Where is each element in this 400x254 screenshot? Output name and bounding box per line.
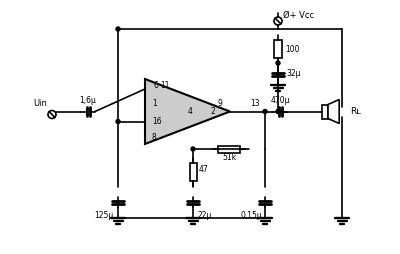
Text: 1,6μ: 1,6μ [80,96,96,105]
Text: 100: 100 [285,44,300,54]
Text: 32μ: 32μ [286,70,300,78]
Bar [190,163,196,181]
Text: 1: 1 [152,99,157,108]
Text: Rʟ: Rʟ [350,107,361,116]
Polygon shape [145,79,230,144]
Text: 9: 9 [218,99,222,108]
Bar [218,146,240,152]
Bar [322,104,328,119]
Text: 470μ: 470μ [270,96,290,105]
Text: 0,15μ: 0,15μ [240,211,262,219]
Text: Ø+ Vcc: Ø+ Vcc [283,10,314,20]
Circle shape [191,147,195,151]
Text: 16: 16 [152,117,162,126]
Text: 51k: 51k [222,153,236,163]
Text: Uin: Uin [33,99,47,108]
Text: 11: 11 [160,82,170,90]
Circle shape [276,109,280,114]
Text: 125μ: 125μ [94,211,114,219]
Text: 47: 47 [199,165,209,173]
Polygon shape [328,100,339,123]
Circle shape [116,119,120,123]
Text: 22μ: 22μ [197,211,211,219]
Bar [274,40,282,58]
Text: 8: 8 [152,133,157,141]
Text: 6: 6 [153,82,158,90]
Circle shape [276,61,280,65]
Circle shape [263,109,267,114]
Circle shape [116,27,120,31]
Text: 4: 4 [188,107,192,116]
Text: 2: 2 [211,107,215,116]
Text: 13: 13 [250,99,260,108]
